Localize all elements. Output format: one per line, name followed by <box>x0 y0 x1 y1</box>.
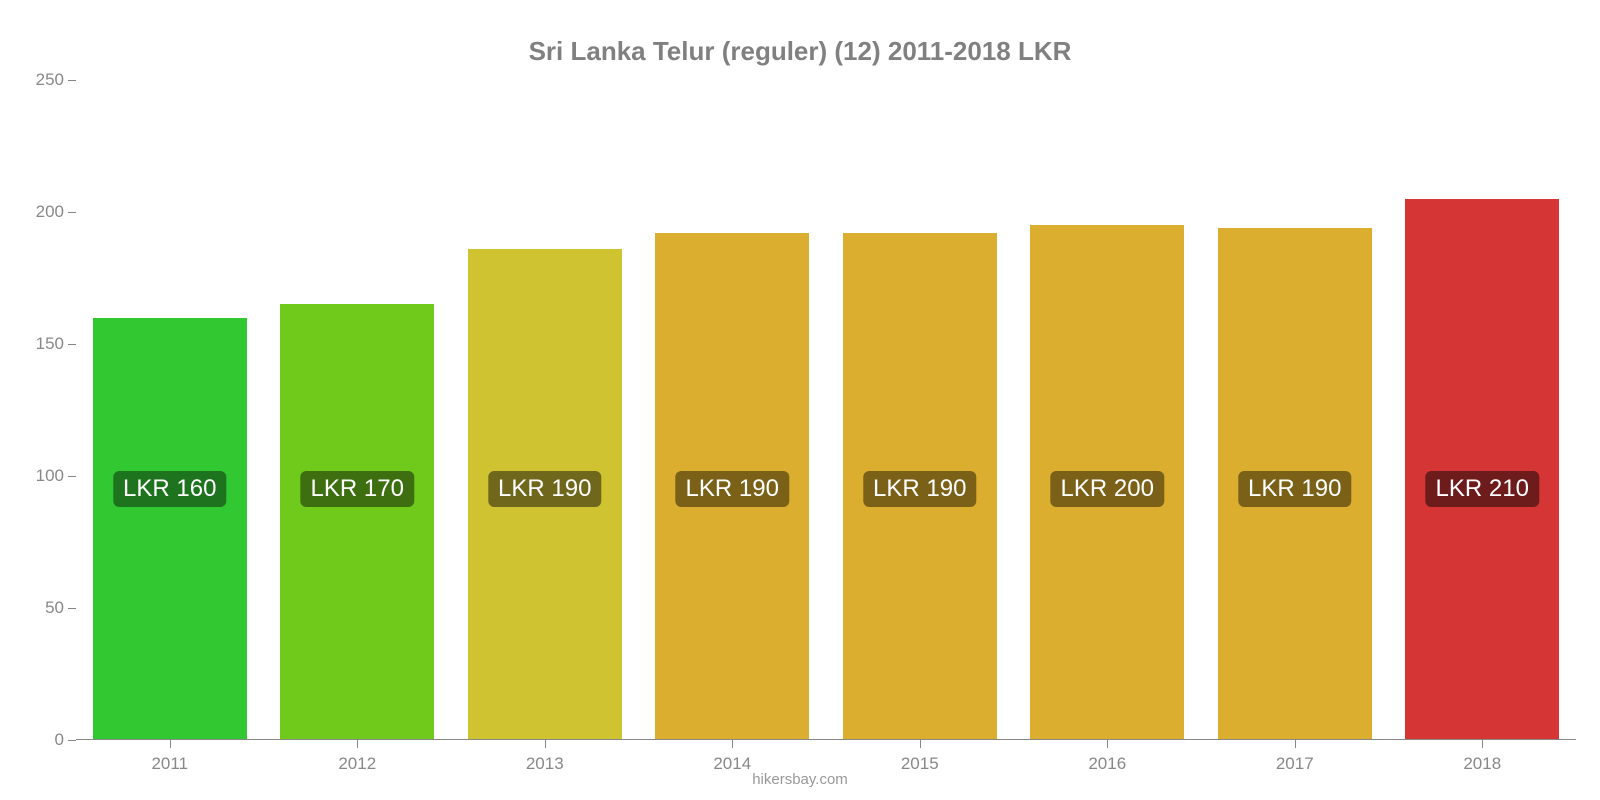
credit-text: hikersbay.com <box>0 771 1600 788</box>
bar-value-label: LKR 190 <box>863 471 976 507</box>
y-tick-label: 0 <box>0 730 64 750</box>
x-tick-label: 2018 <box>1463 754 1501 774</box>
bar-value-label: LKR 190 <box>488 471 601 507</box>
bar-value-label: LKR 190 <box>676 471 789 507</box>
y-tick <box>68 212 76 213</box>
x-axis-baseline <box>76 739 1576 740</box>
x-tick <box>357 740 358 748</box>
bars-layer: LKR 160 LKR 170 LKR 190 LKR 190 LKR 190 LKR 2… <box>76 80 1576 740</box>
bar-value-label: LKR 170 <box>301 471 414 507</box>
y-tick-label: 250 <box>0 70 64 90</box>
x-tick <box>1482 740 1483 748</box>
x-tick-label: 2012 <box>338 754 376 774</box>
x-tick-label: 2013 <box>526 754 564 774</box>
bar <box>93 318 247 740</box>
bar <box>280 304 434 740</box>
y-tick-label: 50 <box>0 598 64 618</box>
plot-area: LKR 160 LKR 170 LKR 190 LKR 190 LKR 190 LKR 2… <box>76 80 1576 740</box>
chart-title: Sri Lanka Telur (reguler) (12) 2011-2018… <box>0 36 1600 67</box>
y-tick <box>68 80 76 81</box>
bar <box>1405 199 1559 740</box>
bar-value-label: LKR 160 <box>113 471 226 507</box>
x-tick <box>170 740 171 748</box>
x-tick <box>545 740 546 748</box>
y-tick <box>68 344 76 345</box>
x-tick-label: 2014 <box>713 754 751 774</box>
x-tick-label: 2016 <box>1088 754 1126 774</box>
y-tick <box>68 476 76 477</box>
x-tick <box>1295 740 1296 748</box>
chart-container: Sri Lanka Telur (reguler) (12) 2011-2018… <box>0 0 1600 800</box>
y-tick-label: 150 <box>0 334 64 354</box>
x-tick-label: 2017 <box>1276 754 1314 774</box>
y-tick-label: 200 <box>0 202 64 222</box>
x-tick <box>1107 740 1108 748</box>
bar-value-label: LKR 200 <box>1051 471 1164 507</box>
bar-value-label: LKR 190 <box>1238 471 1351 507</box>
y-tick <box>68 740 76 741</box>
x-tick-label: 2015 <box>901 754 939 774</box>
x-tick-label: 2011 <box>151 754 188 774</box>
x-tick <box>732 740 733 748</box>
y-tick <box>68 608 76 609</box>
x-tick <box>920 740 921 748</box>
bar-value-label: LKR 210 <box>1426 471 1539 507</box>
y-tick-label: 100 <box>0 466 64 486</box>
